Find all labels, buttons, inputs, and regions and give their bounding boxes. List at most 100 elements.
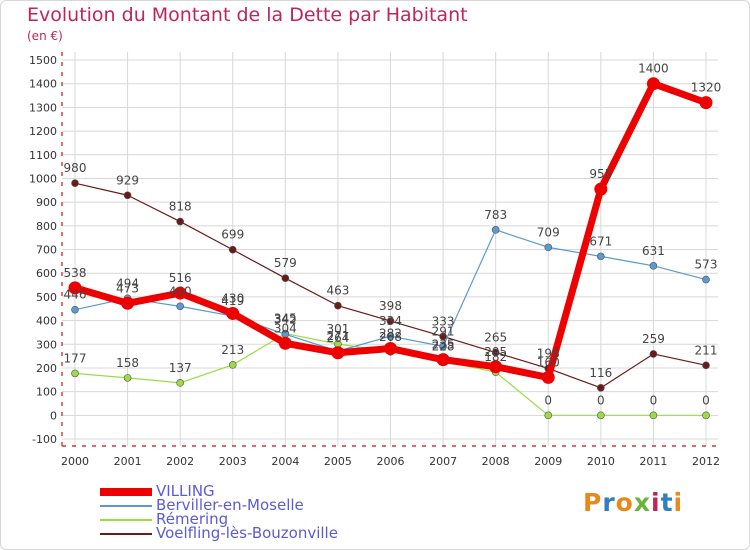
data-label: 783 — [484, 208, 507, 222]
data-label: 213 — [221, 343, 244, 357]
data-label: 235 — [432, 338, 455, 352]
legend-swatch — [100, 519, 152, 521]
data-label: 538 — [64, 266, 87, 280]
x-tick-label: 2011 — [639, 455, 667, 468]
x-tick-label: 2004 — [271, 455, 299, 468]
data-point — [281, 274, 290, 282]
y-tick-label: 200 — [36, 362, 57, 375]
y-tick-label: 100 — [36, 386, 57, 399]
data-label: 460 — [169, 284, 192, 298]
data-label: 160 — [537, 355, 560, 369]
data-label: 291 — [432, 324, 455, 338]
data-point — [71, 369, 79, 378]
data-point — [123, 191, 132, 200]
data-point — [597, 252, 605, 261]
data-label: 516 — [169, 271, 192, 285]
data-label: 1400 — [638, 62, 669, 76]
data-point — [646, 77, 660, 91]
x-tick-label: 2009 — [534, 455, 562, 468]
data-point — [278, 336, 292, 350]
legend-swatch — [100, 488, 152, 496]
data-point — [176, 302, 184, 311]
data-label: 158 — [116, 356, 139, 370]
data-point — [439, 342, 447, 351]
legend-swatch — [100, 505, 152, 507]
data-point — [439, 332, 447, 341]
data-point — [123, 374, 132, 382]
legend-swatch — [100, 533, 152, 535]
data-label: 0 — [597, 393, 605, 407]
y-tick-label: -100 — [32, 433, 57, 446]
data-point — [226, 306, 240, 320]
data-label: 259 — [642, 332, 665, 346]
chart-title: Evolution du Montant de la Dette par Hab… — [27, 4, 468, 26]
data-point — [702, 361, 710, 370]
data-label: 1320 — [691, 81, 722, 95]
data-label: 631 — [642, 244, 665, 258]
data-label: 699 — [221, 228, 244, 242]
logo-letter: o — [615, 488, 634, 517]
data-label: 818 — [169, 200, 192, 214]
proxiti-logo: Proxiti — [583, 488, 683, 517]
x-tick-label: 2002 — [166, 455, 194, 468]
y-tick-label: 800 — [36, 220, 57, 233]
data-label: 334 — [379, 314, 402, 328]
data-point — [649, 411, 658, 420]
data-label: 0 — [650, 393, 658, 407]
data-label: 264 — [326, 331, 349, 345]
data-label: 116 — [589, 366, 612, 380]
data-label: 494 — [116, 276, 139, 290]
data-label: 345 — [274, 312, 297, 326]
logo-letter: t — [660, 488, 674, 517]
data-point — [71, 305, 79, 314]
data-label: 182 — [484, 350, 507, 364]
data-point — [541, 370, 555, 384]
data-point — [228, 245, 237, 254]
data-point — [121, 296, 135, 310]
data-label: 211 — [695, 343, 718, 357]
data-label: 573 — [695, 258, 718, 272]
y-tick-label: 300 — [36, 338, 57, 351]
data-label: 301 — [326, 322, 349, 336]
y-tick-label: 600 — [36, 267, 57, 280]
data-label: 265 — [484, 331, 507, 345]
data-point — [334, 301, 342, 310]
data-label: 268 — [379, 330, 402, 344]
data-point — [491, 348, 500, 357]
data-label: 0 — [702, 393, 710, 407]
series-group — [68, 77, 713, 420]
data-label: 342 — [274, 312, 297, 326]
data-label: 271 — [326, 329, 349, 343]
data-label: 198 — [537, 346, 560, 360]
x-tick-label: 2000 — [61, 455, 89, 468]
data-label: 929 — [116, 173, 139, 187]
y-tick-label: 1200 — [29, 125, 57, 138]
data-label: 980 — [64, 161, 87, 175]
x-tick-label: 2003 — [219, 455, 247, 468]
data-label: 709 — [537, 225, 560, 239]
data-label: 177 — [64, 351, 87, 365]
y-tick-label: 1100 — [29, 149, 57, 162]
chart-unit: (en €) — [27, 29, 63, 43]
legend-label: Berviller-en-Moselle — [156, 496, 304, 514]
logo-letter: r — [602, 488, 616, 517]
data-point — [173, 286, 187, 300]
logo-letter: i — [673, 488, 684, 517]
axes: -100010020030040050060070080090010001100… — [29, 52, 720, 468]
x-tick-label: 2001 — [114, 455, 142, 468]
data-point — [597, 384, 605, 392]
y-tick-label: 1400 — [29, 78, 57, 91]
data-point — [702, 275, 710, 284]
data-point — [386, 332, 395, 340]
x-tick-label: 2005 — [324, 455, 352, 468]
data-point — [544, 243, 553, 252]
y-tick-label: 1300 — [29, 101, 57, 114]
data-label: 333 — [432, 314, 455, 328]
data-point — [176, 217, 184, 226]
y-tick-label: 900 — [36, 196, 57, 209]
data-point — [436, 353, 450, 367]
logo-letter: x — [633, 488, 651, 517]
data-label: 446 — [64, 288, 87, 302]
